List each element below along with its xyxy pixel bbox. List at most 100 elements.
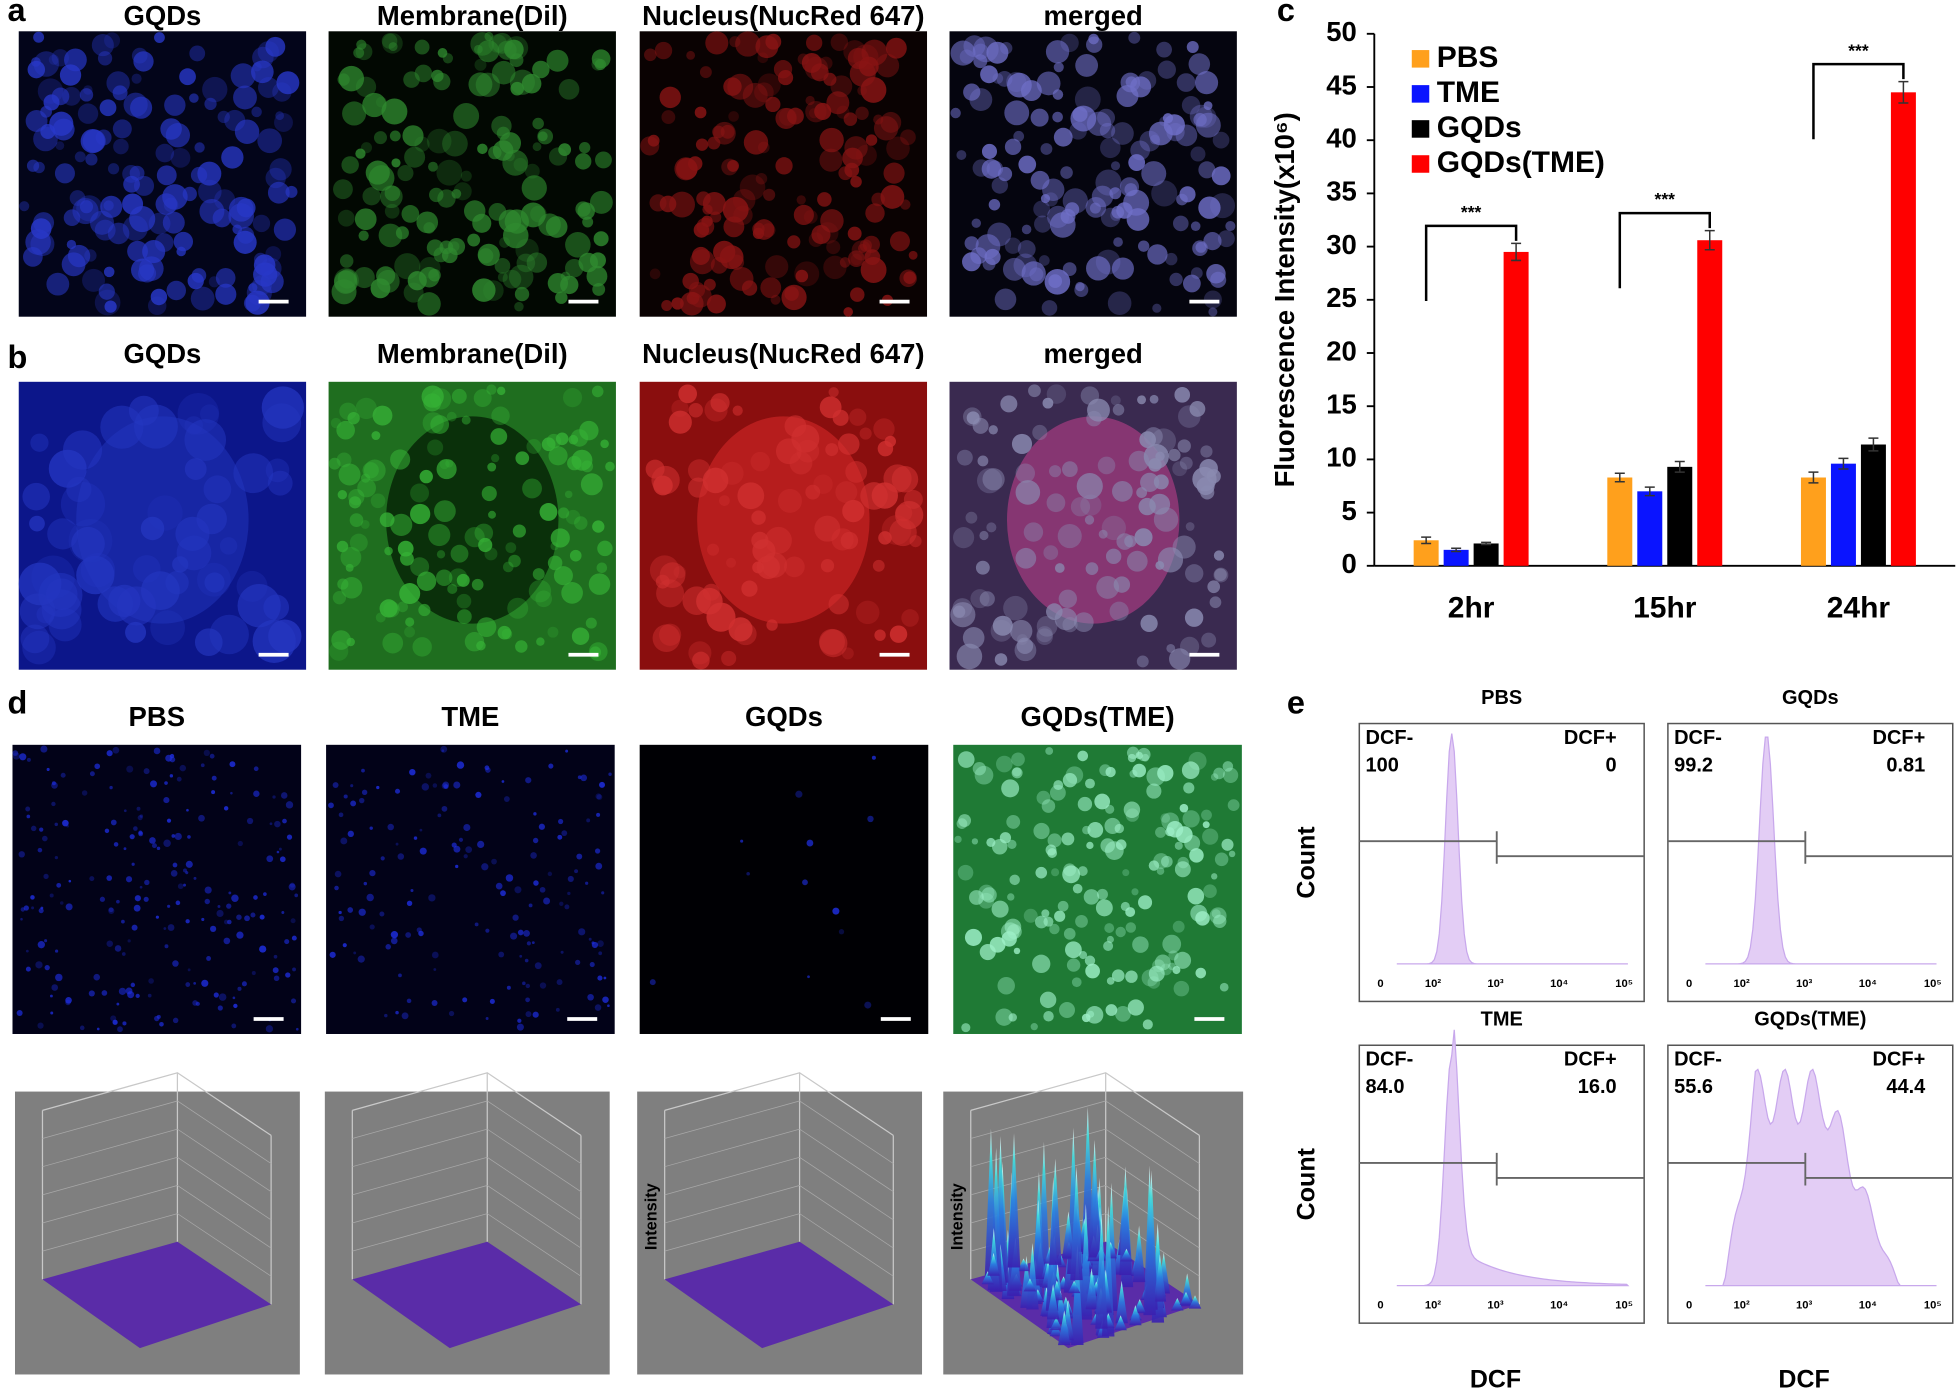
- cell: [1098, 529, 1108, 539]
- cell: [972, 43, 989, 60]
- cell: [163, 839, 171, 847]
- cell: [1004, 100, 1030, 126]
- cell: [1115, 1006, 1131, 1022]
- cell: [1131, 888, 1139, 896]
- cell: [982, 257, 996, 271]
- cell: [721, 650, 737, 666]
- cell: [169, 774, 174, 778]
- cell: [1013, 947, 1021, 955]
- cell: [204, 886, 212, 894]
- cell: [174, 832, 182, 841]
- cell: [1021, 261, 1046, 286]
- cell: [354, 208, 377, 231]
- cell: [44, 964, 50, 971]
- cell: [1188, 53, 1211, 75]
- cell: [755, 172, 768, 185]
- cell: [514, 286, 530, 302]
- cell: [1202, 828, 1219, 845]
- cell: [808, 108, 819, 119]
- cell: [130, 96, 153, 119]
- cell: [163, 927, 167, 930]
- error-bar: [1511, 242, 1522, 262]
- x-tick-label: 10³: [1487, 978, 1503, 990]
- cell: [594, 1004, 602, 1011]
- cell: [269, 158, 292, 181]
- cell: [502, 222, 529, 249]
- cell: [1045, 40, 1070, 64]
- cell: [579, 420, 599, 441]
- cell: [1179, 803, 1189, 813]
- cell: [418, 603, 431, 617]
- cell: [130, 982, 136, 988]
- cell: [1187, 887, 1205, 905]
- cell: [112, 746, 120, 754]
- cell: [410, 503, 431, 525]
- cell: [233, 453, 274, 494]
- cell: [400, 551, 414, 566]
- cell: [555, 432, 569, 446]
- cell: [182, 186, 197, 202]
- cell: [525, 997, 530, 1003]
- cell: [686, 50, 696, 60]
- cell: [515, 451, 530, 466]
- cell: [970, 589, 990, 609]
- cell: [957, 751, 975, 768]
- cell: [575, 153, 592, 170]
- cell: [37, 1022, 44, 1029]
- cell: [272, 967, 279, 974]
- cell: [26, 814, 31, 819]
- cell: [880, 184, 905, 209]
- surface-spike: [1049, 1158, 1062, 1265]
- cell: [1035, 866, 1048, 879]
- cell: [66, 824, 69, 828]
- cell: [1188, 751, 1207, 771]
- cell: [476, 617, 497, 638]
- cell: [290, 998, 297, 1004]
- bar: [1860, 444, 1886, 566]
- cell: [453, 103, 480, 130]
- cell: [338, 910, 342, 915]
- x-tick-label: 2hr: [1448, 592, 1495, 625]
- cell: [345, 563, 354, 572]
- cell: [422, 412, 444, 434]
- cell: [963, 407, 982, 426]
- cell: [328, 457, 341, 470]
- cell: [268, 619, 302, 653]
- cell: [976, 468, 1003, 494]
- cell: [539, 982, 547, 989]
- cell: [1023, 522, 1044, 542]
- cell: [1034, 215, 1052, 233]
- cell: [329, 641, 349, 661]
- cell: [526, 439, 542, 454]
- cell: [275, 111, 285, 121]
- cell: [1195, 967, 1207, 979]
- cell: [371, 431, 381, 440]
- cell: [1109, 187, 1122, 200]
- cell: [55, 141, 65, 150]
- cell: [1115, 926, 1126, 938]
- cell: [814, 515, 841, 542]
- cell: [1089, 202, 1101, 214]
- gate-percentage: 0: [1606, 754, 1617, 776]
- cell: [1077, 750, 1089, 762]
- cell: [332, 591, 347, 605]
- cell: [241, 981, 247, 987]
- cell: [825, 443, 839, 457]
- cell: [1036, 790, 1051, 805]
- cell: [397, 601, 408, 613]
- cell: [410, 889, 414, 893]
- cell: [669, 191, 695, 218]
- cell: [185, 982, 191, 987]
- error-bar: [1838, 457, 1849, 470]
- cell: [1053, 62, 1064, 73]
- cell: [588, 937, 592, 941]
- cell: [1137, 240, 1150, 252]
- cell: [519, 954, 523, 958]
- micrograph: [949, 381, 1237, 670]
- cell: [23, 905, 29, 911]
- frame-line: [42, 1072, 272, 1136]
- cell: [116, 586, 156, 626]
- cell: [1062, 773, 1078, 788]
- cell: [589, 190, 613, 214]
- grid-line-3d: [352, 1156, 582, 1221]
